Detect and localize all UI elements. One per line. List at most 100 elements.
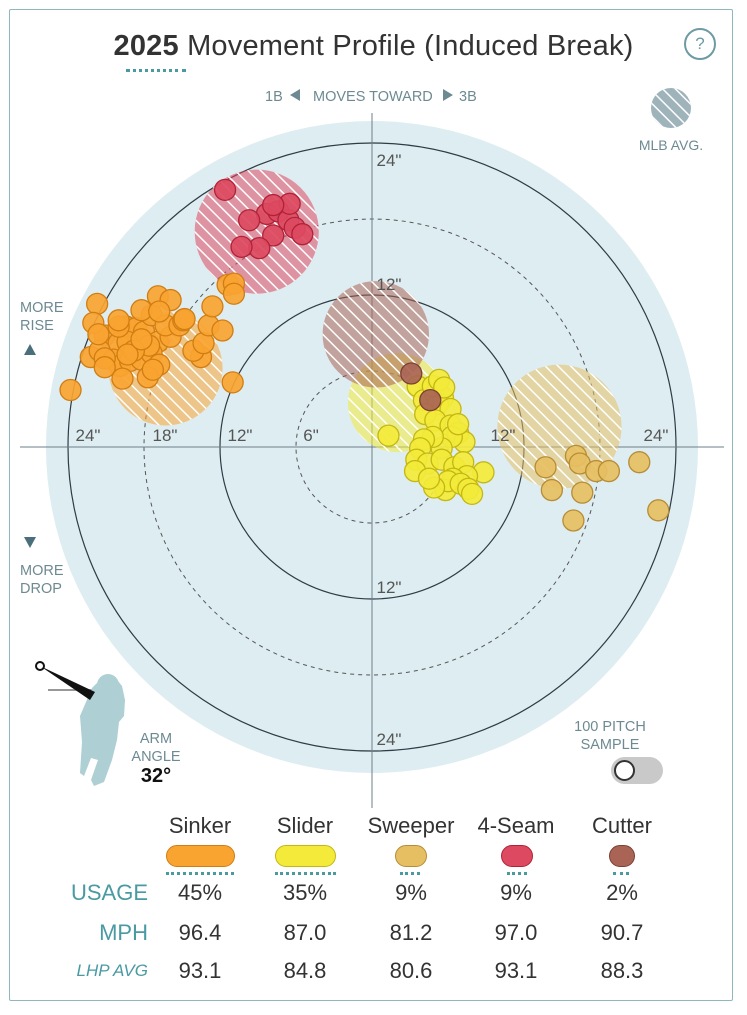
more-drop-line1: MORE [20, 563, 64, 579]
lhp-avg-sweeper: 80.6 [389, 958, 433, 983]
legend-cutter-label: Cutter [592, 813, 652, 838]
title-text: Movement Profile (Induced Break) [187, 30, 634, 62]
label-x-24-right: 24" [644, 426, 669, 445]
pitch-point-sinker[interactable] [116, 343, 139, 366]
arm-angle-value: 32° [141, 765, 171, 787]
sample-toggle-label: 100 PITCH SAMPLE [574, 719, 646, 753]
mph-sinker: 96.4 [178, 920, 222, 945]
pitch-point-sweeper[interactable] [597, 459, 621, 483]
direction-left-base: 1B [265, 89, 283, 105]
lhp-avg-fourseam: 93.1 [494, 958, 538, 983]
pitch-point-slider[interactable] [377, 424, 400, 447]
legend-sinker-swatch[interactable] [166, 845, 235, 867]
pitch-point-sinker[interactable] [85, 292, 109, 316]
direction-text: MOVES TOWARD [313, 89, 433, 105]
pitch-point-slider[interactable] [417, 467, 441, 490]
pitch-point-sinker[interactable] [141, 358, 165, 381]
legend-slider-swatch[interactable] [275, 845, 336, 867]
pitch-point-sinker[interactable] [111, 367, 134, 390]
lhp-avg-cutter: 88.3 [600, 958, 644, 983]
legend-sweeper-label: Sweeper [367, 813, 455, 838]
pitch-point-4-seam[interactable] [262, 224, 285, 247]
arm-angle-label-line2: ANGLE [131, 749, 180, 765]
label-y-12-bottom: 12" [377, 578, 402, 597]
pitcher-silhouette-icon [80, 676, 125, 786]
legend-fourseam-label: 4-Seam [477, 813, 555, 838]
usage-sinker: 45% [177, 880, 223, 905]
pitch-point-cutter[interactable] [419, 388, 442, 412]
arm-angle-arm [40, 666, 95, 700]
more-rise-line1: MORE [20, 300, 64, 316]
pitch-point-4-seam[interactable] [213, 178, 237, 202]
pitch-point-slider[interactable] [446, 413, 470, 436]
legend-fourseam-underline [507, 872, 527, 875]
pitcher-figure: ARM ANGLE 32° [35, 661, 181, 787]
legend-cutter-swatch[interactable] [609, 845, 635, 867]
pitch-point-sweeper[interactable] [571, 481, 594, 504]
pitch-point-sinker[interactable] [148, 300, 171, 323]
mph-fourseam: 97.0 [494, 920, 538, 945]
legend-slider-underline [275, 872, 336, 875]
legend-cutter-underline [613, 872, 629, 875]
label-x-12-left: 12" [228, 426, 253, 445]
pitch-point-4-seam[interactable] [291, 223, 314, 246]
mph-slider: 87.0 [283, 920, 327, 945]
pitch-point-sweeper[interactable] [647, 499, 670, 522]
pitch-point-sinker[interactable] [173, 307, 196, 331]
usage-cutter: 2% [606, 880, 638, 905]
pitch-point-sweeper[interactable] [534, 456, 557, 479]
pitch-sample-toggle[interactable] [611, 757, 663, 784]
year-selector-underline[interactable] [126, 69, 186, 72]
legend-sweeper-swatch[interactable] [395, 845, 427, 867]
pitch-point-4-seam[interactable] [237, 209, 261, 232]
arrow-right-icon [443, 89, 453, 101]
pitch-point-sinker[interactable] [130, 328, 153, 351]
mph-sweeper: 81.2 [389, 920, 433, 945]
row-label-lhp-avg: LHP AVG [76, 961, 149, 980]
pitch-point-4-seam[interactable] [230, 235, 253, 259]
pitch-point-sinker[interactable] [87, 323, 110, 346]
pitch-point-sinker[interactable] [59, 378, 82, 402]
title-year: 2025 [113, 30, 179, 62]
legend-sinker-underline [166, 872, 234, 875]
pitch-point-sinker[interactable] [211, 319, 234, 342]
direction-right-base: 3B [459, 89, 477, 105]
legend-slider-label: Slider [276, 813, 334, 838]
vertical-axis-labels: MORE RISE MORE DROP [20, 300, 64, 597]
pitch-point-sinker[interactable] [201, 295, 224, 318]
label-x-12-right: 12" [491, 426, 516, 445]
usage-slider: 35% [282, 880, 328, 905]
pitch-point-slider[interactable] [460, 482, 484, 506]
mlb-avg-zone-hatch-cutter [322, 281, 429, 388]
label-y-24-bottom: 24" [377, 730, 402, 749]
label-x-6-left: 6" [303, 426, 319, 445]
drop-arrow-icon [24, 537, 36, 548]
mph-cutter: 90.7 [600, 920, 644, 945]
pitch-point-sinker[interactable] [221, 371, 244, 394]
help-button[interactable]: ? [684, 28, 716, 60]
rise-arrow-icon [24, 344, 36, 355]
row-label-mph: MPH [99, 920, 148, 945]
legend-sweeper-underline [400, 872, 420, 875]
pitch-point-sinker[interactable] [222, 282, 246, 305]
label-x-24-left: 24" [76, 426, 101, 445]
legend-fourseam-swatch[interactable] [501, 845, 533, 867]
lhp-avg-slider: 84.8 [283, 958, 327, 983]
ball-icon [35, 661, 45, 671]
label-y-24-top: 24" [377, 151, 402, 170]
ring-labels: 24" 18" 12" 6" 12" 24" 24" 12" 12" 24" [76, 151, 669, 749]
pitch-point-cutter[interactable] [400, 362, 423, 385]
usage-fourseam: 9% [500, 880, 532, 905]
arm-angle-label-line1: ARM [140, 731, 172, 747]
pitch-point-sweeper[interactable] [628, 451, 651, 474]
more-drop-line2: DROP [20, 581, 62, 597]
pitch-point-slider[interactable] [433, 376, 456, 399]
pitch-point-sweeper[interactable] [562, 509, 585, 532]
pitch-point-sinker[interactable] [93, 356, 116, 379]
pitch-point-sinker[interactable] [107, 309, 130, 332]
toggle-knob [614, 760, 635, 781]
pitch-point-4-seam[interactable] [262, 193, 285, 217]
pitch-point-sweeper[interactable] [540, 478, 564, 502]
direction-label: 1B MOVES TOWARD 3B [265, 89, 477, 105]
